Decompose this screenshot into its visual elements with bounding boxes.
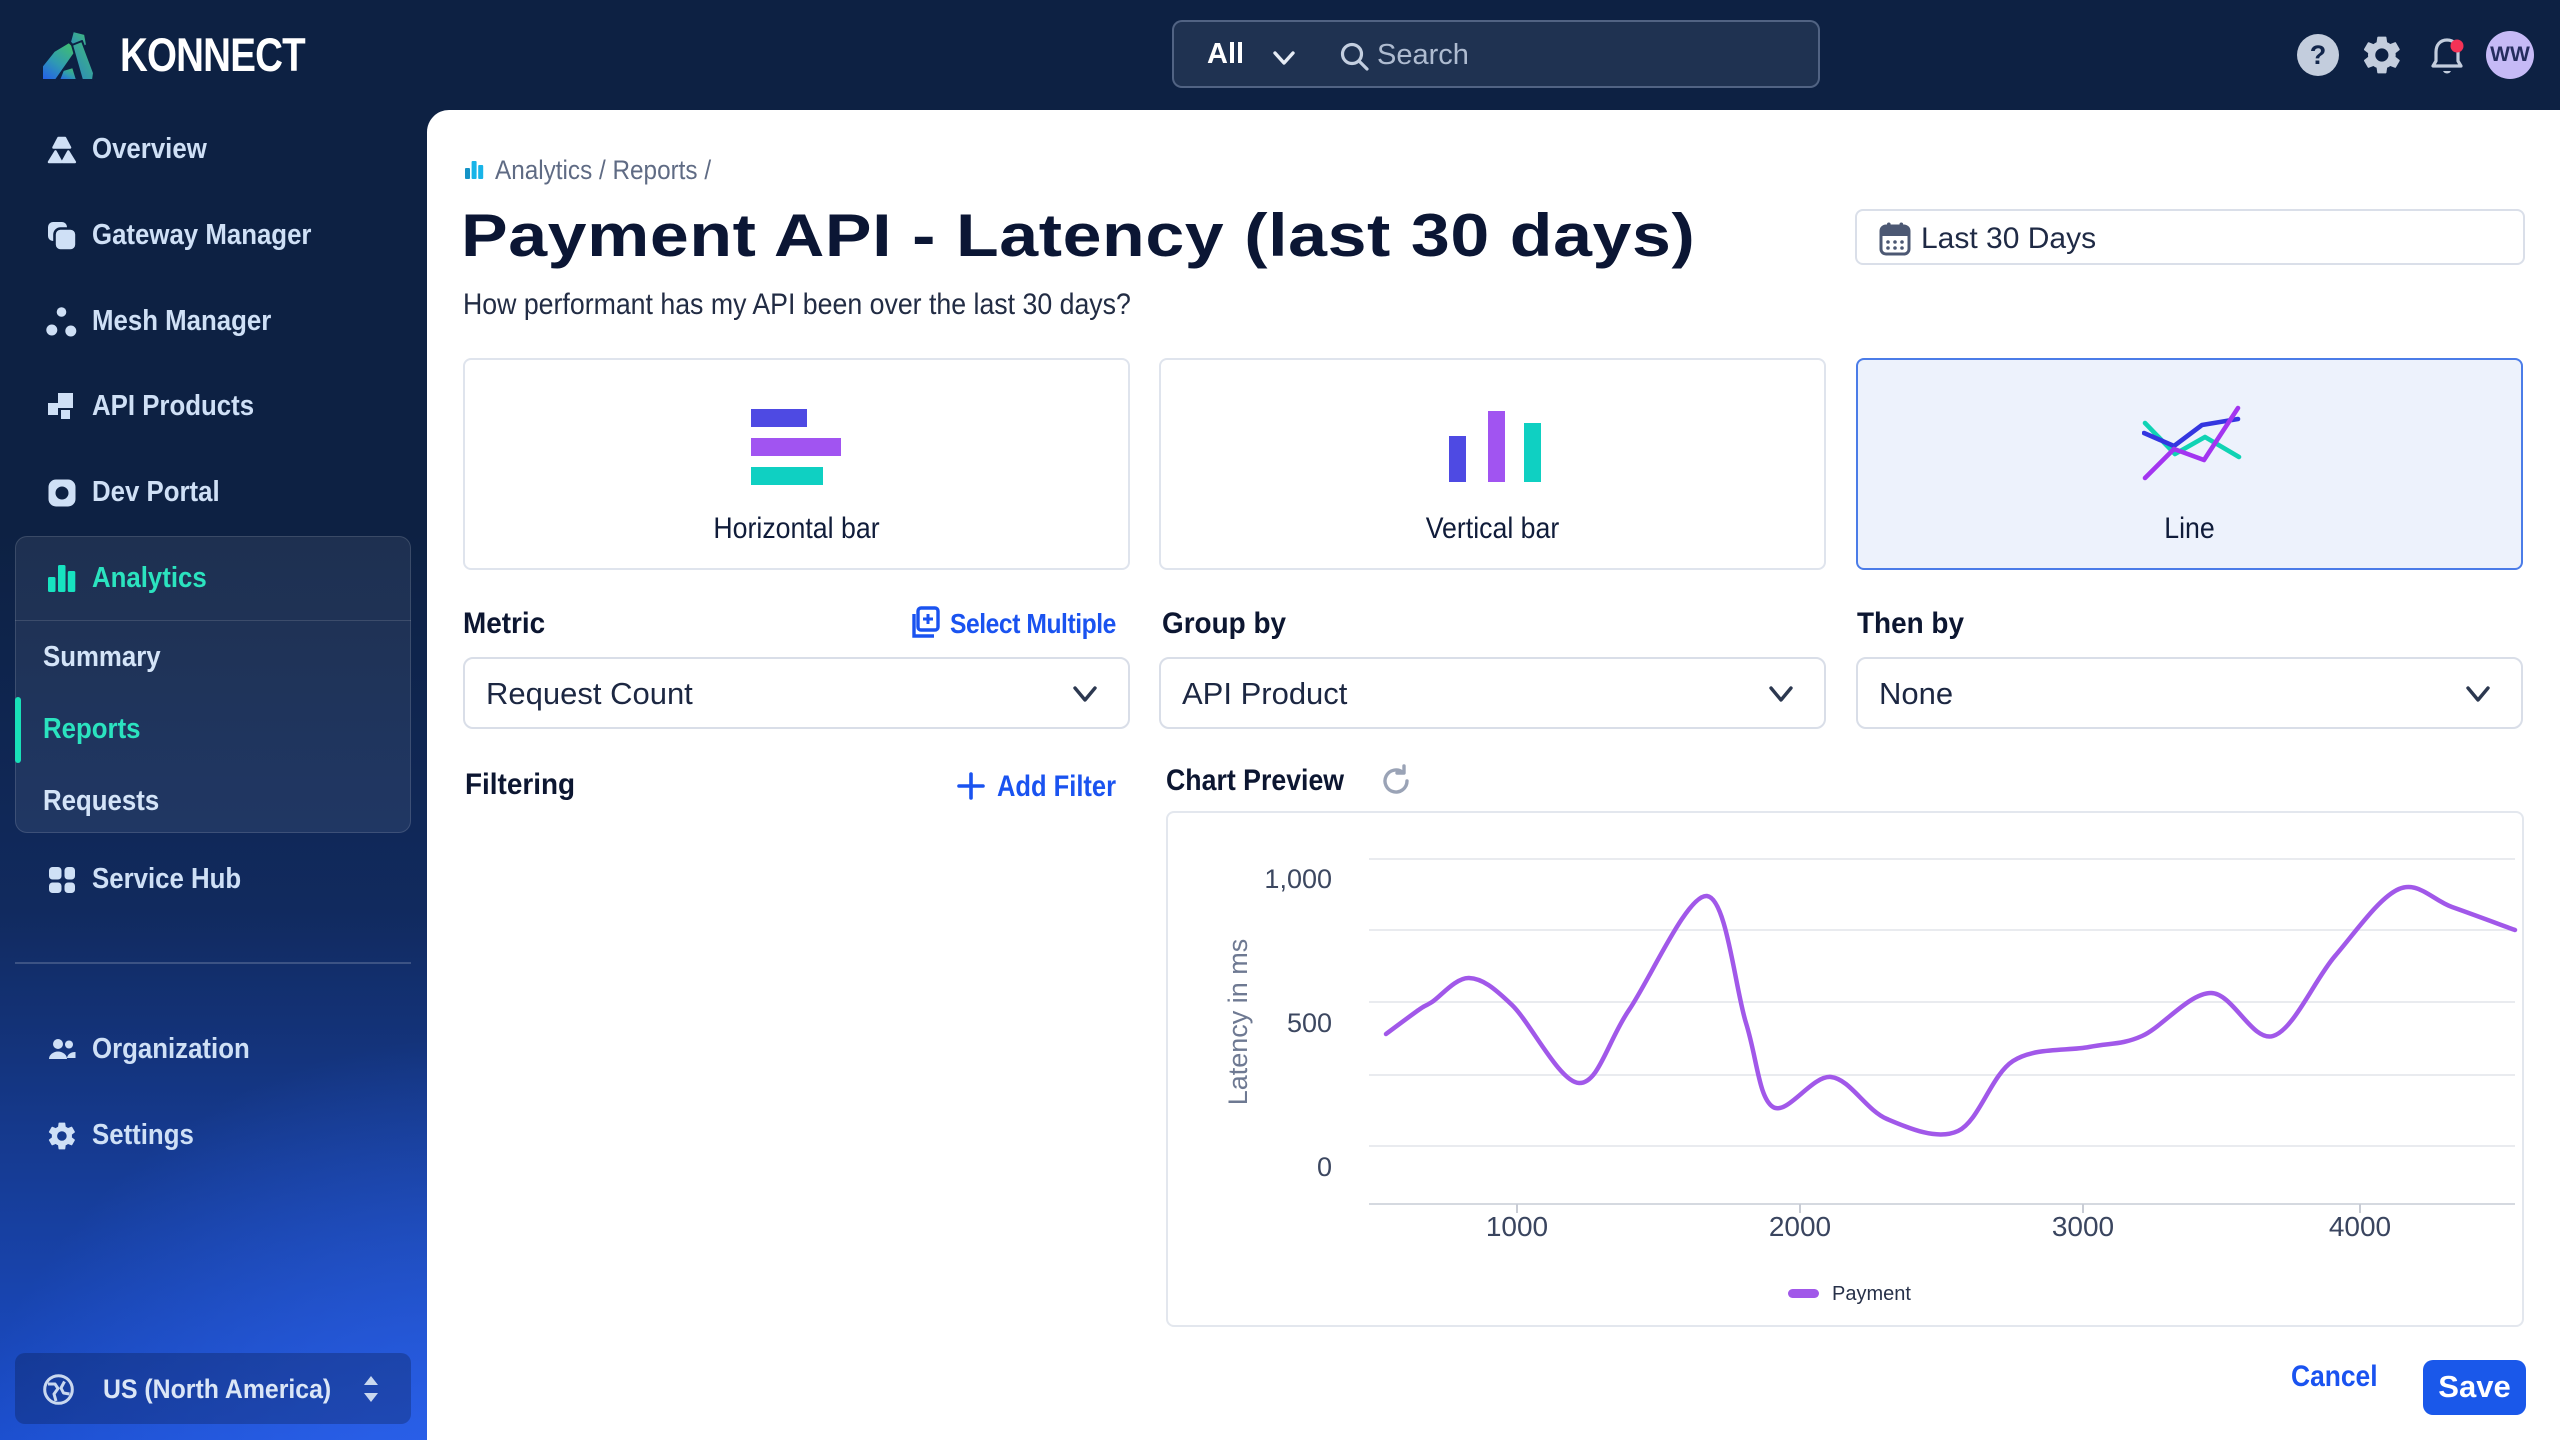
svg-text:0: 0 xyxy=(1317,1152,1332,1182)
svg-text:Payment: Payment xyxy=(1832,1283,1911,1305)
svg-text:1,000: 1,000 xyxy=(1264,864,1332,894)
svg-text:?: ? xyxy=(2310,40,2327,70)
svg-text:1000: 1000 xyxy=(1486,1211,1548,1242)
svg-text:3000: 3000 xyxy=(2052,1211,2114,1242)
svg-text:4000: 4000 xyxy=(2329,1211,2391,1242)
svg-text:Latency in ms: Latency in ms xyxy=(1223,939,1253,1106)
svg-text:2000: 2000 xyxy=(1769,1211,1831,1242)
svg-text:500: 500 xyxy=(1287,1008,1332,1038)
